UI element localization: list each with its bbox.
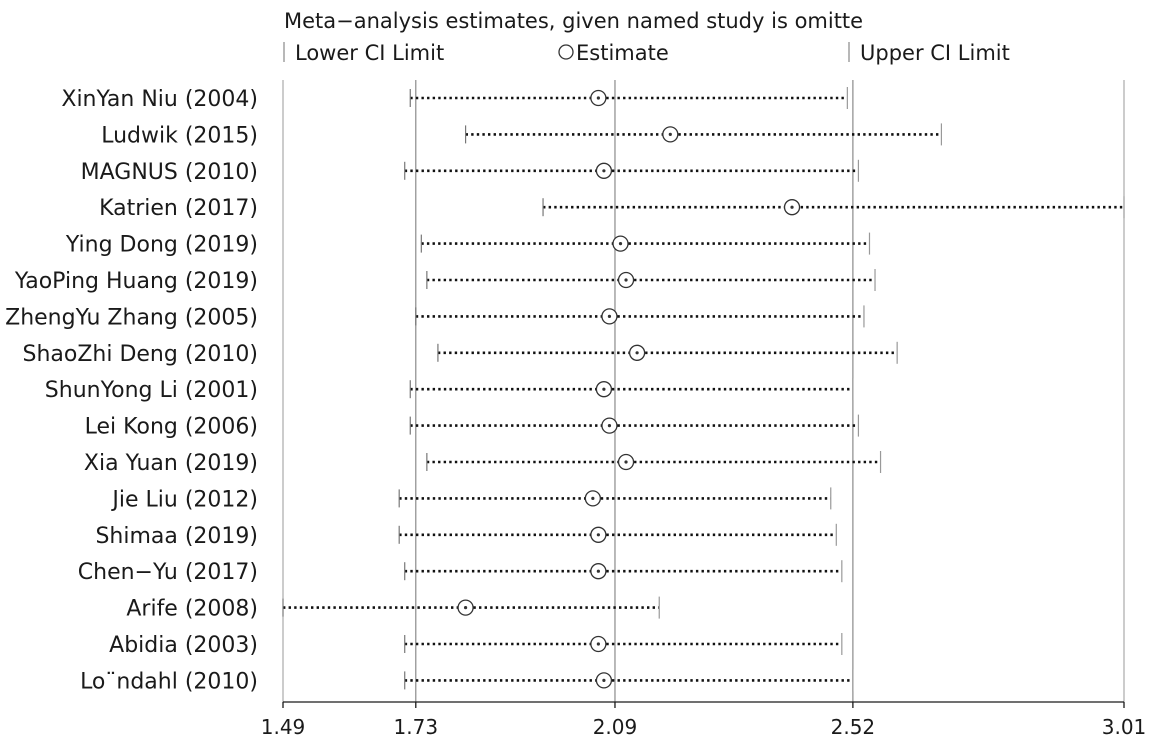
study-label: Ludwik (2015) bbox=[101, 123, 258, 148]
study-label: Xia Yuan (2019) bbox=[84, 451, 258, 476]
estimate-center-dot bbox=[602, 387, 606, 391]
legend-estimate-label: Estimate bbox=[576, 41, 669, 65]
estimate-center-dot bbox=[635, 351, 639, 355]
estimate-center-dot bbox=[596, 642, 600, 646]
study-label: ShaoZhi Deng (2010) bbox=[22, 342, 258, 367]
estimate-center-dot bbox=[607, 314, 612, 318]
estimate-center-dot bbox=[602, 678, 606, 683]
estimate-center-dot bbox=[624, 278, 628, 282]
estimate-center-dot bbox=[618, 242, 623, 246]
study-label: XinYan Niu (2004) bbox=[61, 87, 258, 112]
x-tick-label: 2.09 bbox=[593, 715, 638, 739]
study-label: Katrien (2017) bbox=[99, 196, 258, 221]
x-tick-label: 2.52 bbox=[831, 715, 876, 739]
estimate-center-dot bbox=[596, 569, 600, 573]
x-tick-label: 1.73 bbox=[394, 715, 439, 739]
plot-area: 1.49 1.73 2.09 2.52 3.01 XinYan Niu (2004) Lud… bbox=[5, 80, 1146, 739]
x-tick-label: 1.49 bbox=[261, 715, 306, 739]
study-label: Shimaa (2019) bbox=[95, 524, 258, 549]
study-label: ZhengYu Zhang (2005) bbox=[5, 305, 258, 330]
estimate-center-dot bbox=[668, 132, 672, 136]
estimate-center-dot bbox=[596, 533, 600, 537]
legend-upper-label: Upper CI Limit bbox=[860, 41, 1010, 65]
study-label: MAGNUS (2010) bbox=[81, 160, 258, 185]
study-label: Arife (2008) bbox=[126, 597, 258, 622]
legend-estimate-marker bbox=[558, 44, 574, 60]
study-label: Jie Liu (2012) bbox=[110, 487, 258, 512]
legend: Lower CI Limit Estimate Upper CI Limit bbox=[283, 41, 1010, 65]
study-label: Lei Kong (2006) bbox=[85, 415, 258, 440]
chart-title: Meta−analysis estimates, given named stu… bbox=[284, 9, 863, 33]
estimate-center-dot bbox=[607, 424, 612, 428]
study-label: Chen−Yu (2017) bbox=[78, 560, 258, 585]
study-label: YaoPing Huang (2019) bbox=[14, 269, 258, 294]
estimate-center-dot bbox=[591, 496, 595, 500]
estimate-center-dot bbox=[463, 606, 468, 610]
study-label: Abidia (2003) bbox=[109, 633, 258, 658]
estimate-center-dot bbox=[596, 96, 600, 100]
x-tick-label: 3.01 bbox=[1102, 715, 1147, 739]
legend-lower-label: Lower CI Limit bbox=[295, 41, 444, 65]
estimate-center-dot bbox=[624, 460, 628, 464]
estimate-center-dot bbox=[602, 169, 606, 173]
estimate-center-dot bbox=[790, 205, 794, 209]
study-label: Lo¨ndahl (2010) bbox=[80, 669, 258, 694]
study-label: ShunYong Li (2001) bbox=[45, 378, 258, 403]
study-label: Ying Dong (2019) bbox=[65, 233, 258, 258]
